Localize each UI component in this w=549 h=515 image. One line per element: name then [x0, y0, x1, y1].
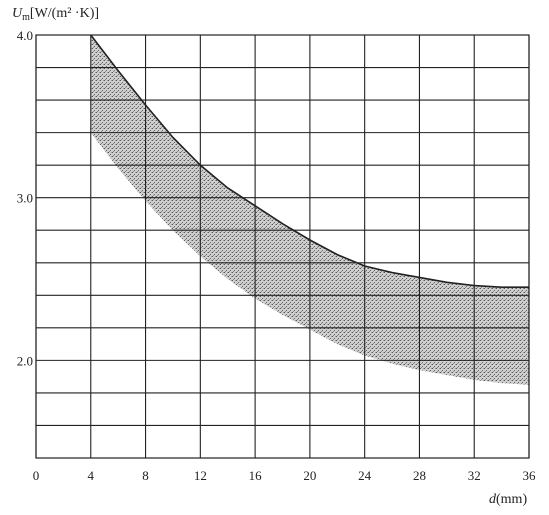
tick-label-layer: 0 4 8 12 16 20 24 28 32 36 2.0 3.0 4.0 [17, 28, 536, 483]
x-tick-label: 24 [358, 468, 372, 483]
x-axis-title: d(mm) [489, 492, 527, 507]
x-tick-label: 20 [303, 468, 316, 483]
x-tick-label: 12 [194, 468, 207, 483]
x-axis-unit: (mm) [496, 492, 527, 507]
y-tick-label: 2.0 [17, 353, 33, 368]
upper-bound-curve [90, 34, 529, 288]
grid-layer [35, 34, 530, 459]
x-tick-label: 16 [249, 468, 263, 483]
x-tick-label: 0 [33, 468, 40, 483]
x-tick-label: 32 [468, 468, 481, 483]
y-tick-label: 4.0 [17, 28, 33, 43]
x-tick-label: 28 [413, 468, 426, 483]
curve-layer [90, 34, 529, 288]
y-tick-label: 3.0 [17, 191, 33, 206]
y-axis-symbol: U [12, 6, 23, 21]
y-axis-title: Um[W/(m² ·K)] [12, 6, 99, 23]
plot-frame [35, 34, 530, 459]
x-tick-label: 8 [142, 468, 149, 483]
y-axis-subscript: m [22, 12, 30, 23]
x-tick-label: 36 [523, 468, 537, 483]
x-axis-symbol: d [489, 492, 497, 507]
x-tick-label: 4 [88, 468, 95, 483]
y-axis-unit: [W/(m² ·K)] [30, 6, 99, 21]
